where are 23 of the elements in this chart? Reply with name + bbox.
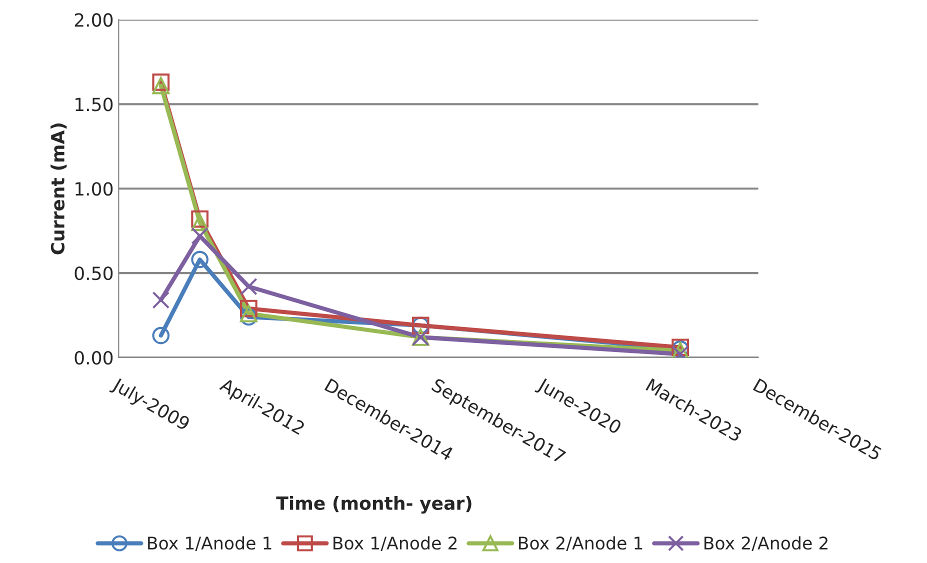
y-tick-label: 1.00 [76,182,113,196]
legend-label: Box 2/Anode 2 [704,536,828,552]
point [191,210,209,228]
point [152,291,170,309]
y-tick-label: 0.50 [74,266,113,280]
legend-label: Box 1/Anode 1 [148,536,272,552]
point [240,308,258,326]
point [240,304,258,322]
x-axis-title: Time (month- year) [276,496,472,514]
legend-label: Box 1/Anode 2 [334,536,457,552]
point [191,214,209,232]
y-tick-label: 0.00 [74,350,113,365]
point [240,278,258,296]
point [191,227,209,245]
y-axis-title: Current (mA) [50,124,67,254]
point [240,300,258,318]
legend-label: Box 2/Anode 1 [519,536,642,552]
point [191,250,209,268]
point [152,74,170,91]
y-tick-label: 2.00 [74,13,113,27]
y-tick-label: 1.50 [76,98,113,112]
point [152,76,170,94]
point [152,326,170,344]
